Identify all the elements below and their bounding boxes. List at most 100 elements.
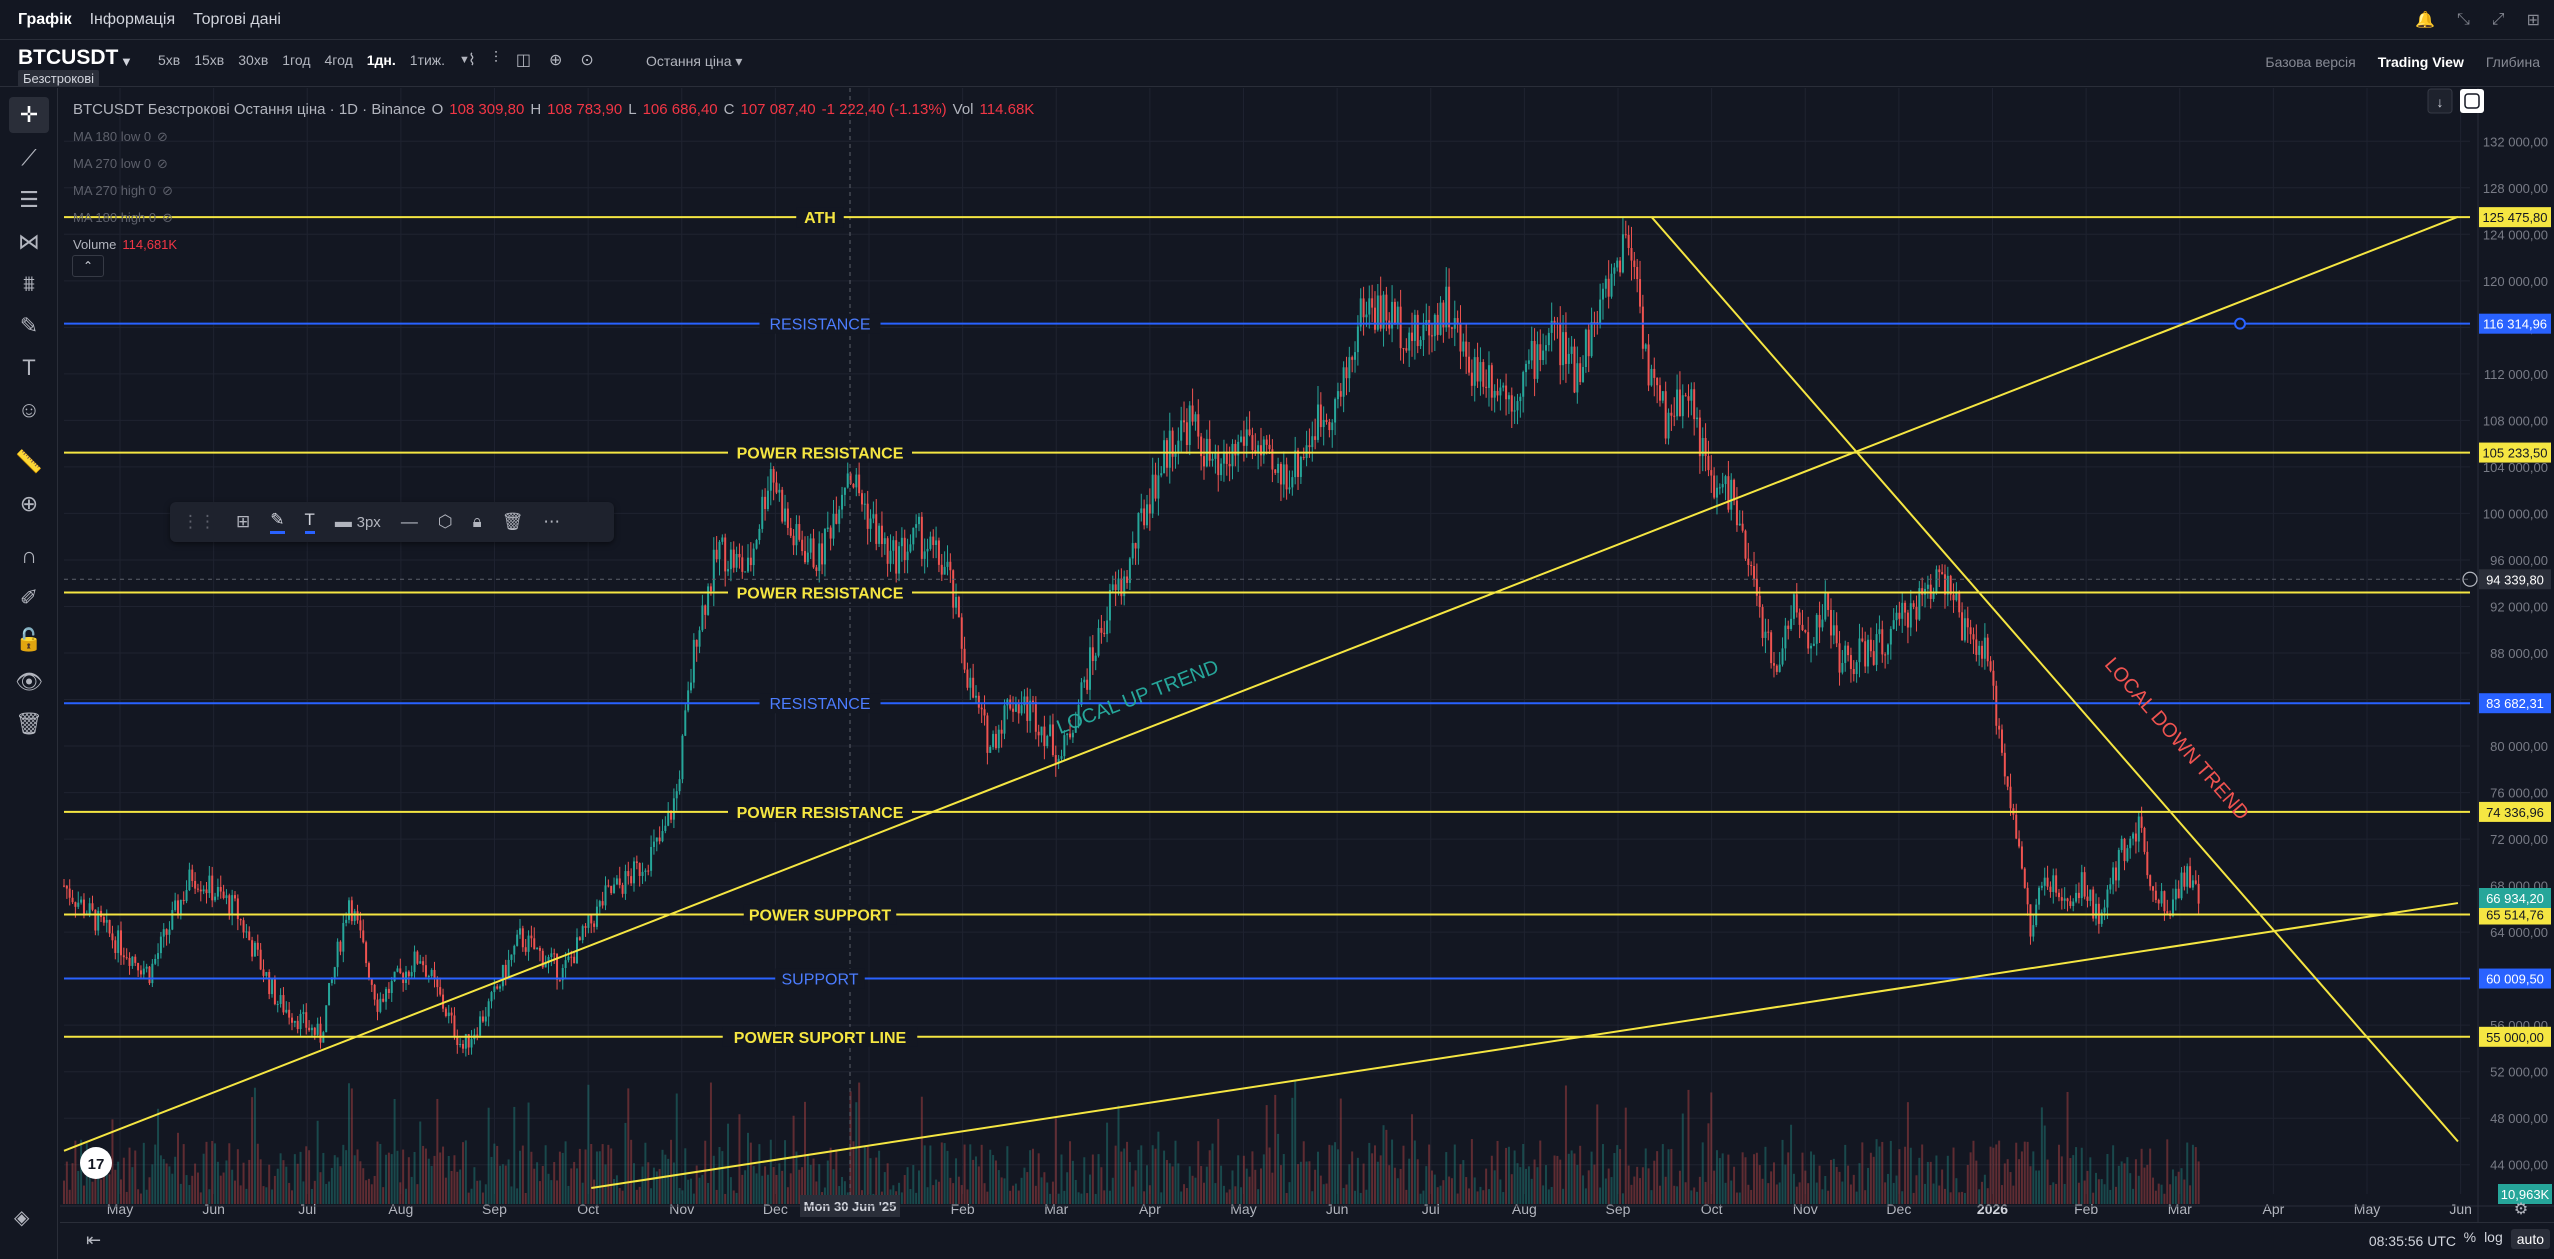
volume-bar <box>228 1143 231 1204</box>
volume-row[interactable]: Volume 114,681K <box>73 237 178 252</box>
text-icon[interactable]: T <box>22 355 36 380</box>
view-depth[interactable]: Глибина <box>2485 54 2540 70</box>
interval-15m[interactable]: 15хв <box>194 52 225 68</box>
trash-icon[interactable]: 🗑 <box>15 711 43 736</box>
candle-body <box>2003 752 2006 777</box>
line-width-button[interactable]: ▬ 3px <box>334 512 381 531</box>
tab-chart[interactable]: Графік <box>18 10 72 28</box>
volume-bar <box>1684 1182 1687 1204</box>
prediction-icon[interactable]: ⩩ <box>23 271 35 296</box>
volume-bar <box>1074 1179 1077 1204</box>
brush-icon[interactable]: ✎ <box>19 313 39 338</box>
interval-1w[interactable]: 1тиж. <box>409 52 446 68</box>
volume-bar <box>2072 1155 2075 1204</box>
view-basic[interactable]: Базова версія <box>2265 54 2356 70</box>
candle-body <box>1525 363 1528 373</box>
templates-icon[interactable]: ⊞ <box>236 512 251 531</box>
volume-bar <box>2154 1190 2157 1204</box>
line-style-icon[interactable]: — <box>400 512 418 531</box>
eye-hidden-icon[interactable]: ⊘ <box>157 155 168 171</box>
trend-line[interactable] <box>591 902 2459 1189</box>
interval-dropdown-icon[interactable]: ▼ <box>459 54 470 66</box>
legend-collapse-button[interactable]: ⌃ <box>72 255 104 277</box>
pattern-icon[interactable]: ⋈ <box>18 229 40 254</box>
trend-line[interactable] <box>63 215 2459 1152</box>
trash-icon[interactable]: 🗑︎ <box>501 512 524 531</box>
emoji-icon[interactable]: ☺ <box>17 397 41 422</box>
price-type-select[interactable]: Остання ціна ▾ <box>646 53 743 69</box>
bell-icon[interactable]: 🔔 <box>2415 12 2435 29</box>
volume-bar <box>544 1145 547 1204</box>
crosshair-icon[interactable]: ✛ <box>9 97 49 133</box>
log-scale-button[interactable]: log <box>2484 1229 2503 1245</box>
indicators-icon[interactable]: ⌇ <box>468 52 476 69</box>
indicator-row[interactable]: MA 180 high 0 ⊘ <box>73 209 174 226</box>
lock-icon[interactable]: 🔒︎ <box>472 512 482 531</box>
text-color-icon[interactable]: T <box>304 510 315 534</box>
volume-bar <box>1194 1177 1197 1204</box>
eye-hidden-icon[interactable]: ⊘ <box>162 182 174 198</box>
camera-icon[interactable]: ◫ <box>515 52 531 69</box>
volume-bar <box>1639 1178 1642 1204</box>
volume-bar <box>379 1143 382 1204</box>
lock-drawing-icon[interactable]: ✐ <box>19 585 39 610</box>
volume-bar <box>2020 1151 2023 1204</box>
eye-icon[interactable]: 👁 <box>15 669 43 694</box>
chart-type-icon[interactable]: ⫶ <box>493 50 498 67</box>
tradingview-logo[interactable] <box>80 1147 112 1179</box>
more-icon[interactable]: ⋯ <box>543 512 561 531</box>
lock-icon[interactable]: 🔓 <box>15 627 43 652</box>
line-color-icon[interactable]: ✎ <box>270 510 285 534</box>
legend-title[interactable]: BTCUSDT Безстрокові Остання ціна · 1D · … <box>73 101 426 118</box>
tab-info[interactable]: Інформація <box>89 10 176 28</box>
grid-icon[interactable]: ⊞ <box>2526 12 2540 29</box>
trend-line[interactable] <box>1650 216 2459 1143</box>
eye-hidden-icon[interactable]: ⊘ <box>162 209 174 225</box>
fib-icon[interactable]: ☰ <box>19 187 39 212</box>
volume-bar <box>1710 1092 1713 1204</box>
volume-bar <box>1807 1183 1810 1204</box>
candle-body <box>541 950 544 968</box>
ruler-icon[interactable]: 📏 <box>15 449 43 474</box>
interval-4h[interactable]: 4год <box>324 52 353 68</box>
eye-hidden-icon[interactable]: ⊘ <box>157 128 168 144</box>
interval-30m[interactable]: 30хв <box>238 52 269 68</box>
magnet-icon[interactable]: ∩ <box>21 543 37 568</box>
symbol-name[interactable]: BTCUSDT <box>18 46 119 69</box>
symbol-dropdown-icon[interactable]: ▼ <box>120 54 133 69</box>
drag-handle-icon[interactable]: ⋮⋮ <box>182 512 216 531</box>
indicator-row[interactable]: MA 180 low 0 ⊘ <box>73 128 168 145</box>
tab-trading-data[interactable]: Торгові дані <box>193 10 281 28</box>
expand-icon[interactable]: ⤢ <box>2491 11 2505 28</box>
utc-clock[interactable]: 08:35:56 UTC <box>2368 1233 2456 1249</box>
candle-body <box>744 571 747 573</box>
volume-bar <box>1801 1152 1804 1204</box>
line-handle[interactable] <box>2234 317 2246 330</box>
interval-1h[interactable]: 1год <box>282 52 311 68</box>
candle-body <box>208 875 211 894</box>
add-alert-icon[interactable] <box>2462 571 2478 587</box>
date-range-icon[interactable]: ⇤ <box>86 1230 102 1250</box>
zoom-icon[interactable]: ⊕ <box>19 491 39 516</box>
trend-line-icon[interactable]: ⟋ <box>21 145 37 170</box>
settings-hex-icon[interactable]: ⬡ <box>437 512 453 531</box>
indicator-row[interactable]: MA 270 high 0 ⊘ <box>73 182 174 199</box>
layers-icon[interactable]: ◈ <box>14 1207 30 1229</box>
x-tick-label: May <box>2354 1201 2380 1217</box>
view-tradingview[interactable]: Trading View <box>2377 54 2464 70</box>
add-icon[interactable]: ⊕ <box>548 52 563 69</box>
settings-icon[interactable]: ⊙ <box>580 52 594 69</box>
indicator-row[interactable]: MA 270 low 0 ⊘ <box>73 155 168 172</box>
interval-1d[interactable]: 1дн. <box>366 52 396 68</box>
interval-5m[interactable]: 5хв <box>158 52 181 68</box>
candle-body <box>1322 419 1325 428</box>
candle-body <box>273 978 276 1005</box>
gear-icon[interactable]: ⚙ <box>2514 1201 2528 1218</box>
fullscreen-button[interactable] <box>2460 89 2484 113</box>
scroll-down-button[interactable] <box>2427 88 2453 114</box>
volume-bar <box>1741 1152 1744 1204</box>
collapse-icon[interactable]: ⤡ <box>2456 11 2470 28</box>
percent-scale-button[interactable]: % <box>2463 1229 2477 1245</box>
auto-scale-button[interactable]: auto <box>2510 1229 2550 1249</box>
